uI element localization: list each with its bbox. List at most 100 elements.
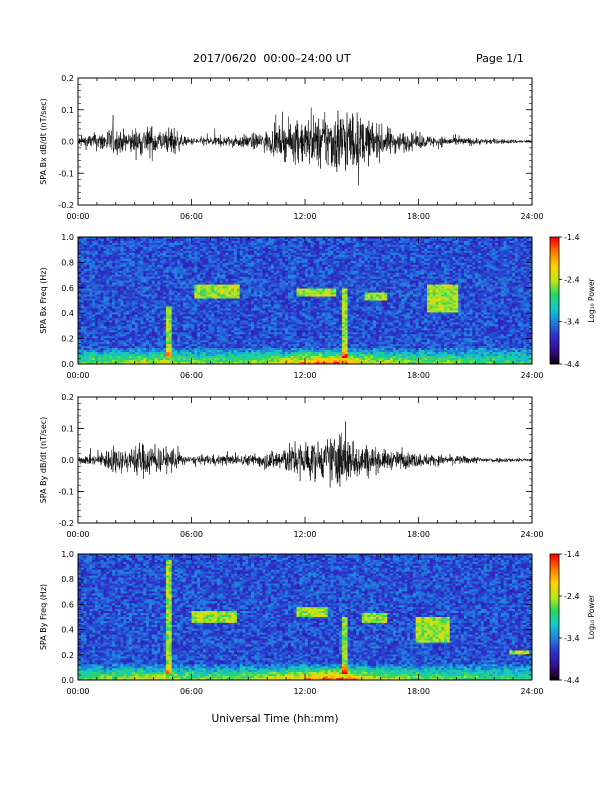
spectrogram-cell — [117, 284, 121, 287]
spectrogram-cell — [395, 262, 399, 266]
spectrogram-cell — [336, 282, 340, 285]
spectrogram-cell — [188, 237, 192, 240]
spectrogram-cell — [327, 286, 331, 289]
spectrogram-cell — [270, 290, 275, 293]
spectrogram-cell — [344, 266, 348, 270]
spectrogram-cell — [163, 240, 167, 244]
spectrogram-cell — [418, 276, 422, 279]
spectrogram-cell — [469, 280, 473, 283]
spectrogram-cell — [435, 256, 439, 260]
spectrogram-cell — [160, 260, 164, 264]
spectrogram-cell — [446, 242, 451, 246]
spectrogram-cell — [120, 242, 124, 246]
spectrogram-cell — [182, 240, 187, 244]
spectrogram-cell — [438, 270, 442, 274]
spectrogram-cell — [305, 238, 309, 242]
spectrogram-cell — [256, 258, 260, 262]
spectrogram-cell — [117, 244, 121, 248]
spectrogram-cell — [333, 266, 337, 270]
spectrogram-cell — [268, 264, 272, 268]
spectrogram-cell — [373, 276, 377, 279]
spectrogram-cell — [123, 252, 127, 256]
spectrogram-cell — [492, 252, 496, 256]
spectrogram-cell — [390, 286, 394, 289]
spectrogram-cell — [273, 296, 277, 299]
spectrogram-cell — [205, 286, 209, 289]
spectrogram-cell — [148, 248, 153, 252]
spectrogram-cell — [185, 276, 189, 279]
spectrogram-cell — [97, 276, 101, 279]
spectrogram-cell — [478, 237, 482, 240]
spectrogram-cell — [469, 274, 473, 277]
spectrogram-cell — [483, 264, 487, 268]
spectrogram-cell — [208, 254, 212, 258]
spectrogram-cell — [427, 240, 431, 244]
spectrogram-cell — [523, 290, 527, 293]
spectrogram-cell — [407, 238, 411, 242]
spectrogram-cell — [256, 284, 260, 287]
spectrogram-cell — [358, 238, 363, 242]
spectrogram-cell — [163, 266, 167, 270]
spectrogram-cell — [503, 292, 507, 295]
spectrogram-cell — [395, 237, 399, 240]
spectrogram-cell — [279, 288, 283, 291]
spectrogram-cell — [89, 242, 93, 246]
spectrogram-cell — [324, 292, 328, 295]
spectrogram-cell — [449, 238, 453, 242]
spectrogram-cell — [273, 248, 277, 252]
spectrogram-cell — [222, 252, 226, 256]
spectrogram-cell — [205, 294, 209, 297]
spectrogram-cell — [146, 296, 150, 299]
spectrogram-cell — [225, 248, 229, 252]
spectrogram-cell — [347, 272, 351, 275]
spectrogram-cell — [287, 248, 292, 252]
spectrogram-cell — [279, 292, 283, 295]
spectrogram-cell — [392, 266, 397, 270]
spectrogram-cell — [148, 278, 153, 281]
spectrogram-cell — [265, 286, 269, 289]
spectrogram-cell — [163, 237, 167, 240]
spectrogram-cell — [512, 237, 516, 240]
spectrogram-cell — [367, 290, 371, 293]
spectrogram-cell — [293, 244, 297, 248]
spectrogram-cell — [401, 246, 405, 250]
spectrogram-cell — [120, 276, 124, 279]
spectrogram-cell — [137, 290, 141, 293]
spectrogram-cell — [129, 278, 133, 281]
spectrogram-cell — [114, 260, 119, 264]
spectrogram-cell — [194, 274, 198, 277]
spectrogram-cell — [262, 238, 266, 242]
spectrogram-cell — [452, 278, 456, 281]
spectrogram-cell — [282, 266, 286, 270]
spectrogram-cell — [480, 262, 485, 266]
spectrogram-cell — [432, 242, 436, 246]
spectrogram-cell — [438, 254, 442, 258]
spectrogram-cell — [148, 238, 153, 242]
spectrogram-cell — [83, 272, 87, 275]
spectrogram-cell — [197, 254, 201, 258]
spectrogram-cell — [418, 246, 422, 250]
spectrogram-cell — [154, 260, 158, 264]
spectrogram-cell — [356, 252, 360, 256]
spectrogram-cell — [95, 262, 99, 266]
spectrogram-cell — [154, 237, 158, 240]
spectrogram-cell — [208, 274, 212, 277]
spectrogram-cell — [415, 288, 419, 291]
spectrogram-cell — [188, 286, 192, 289]
spectrogram-cell — [165, 238, 170, 242]
spectrogram-cell — [404, 254, 408, 258]
spectrogram-cell — [415, 240, 419, 244]
spectrogram-cell — [350, 246, 354, 250]
spectrogram-cell — [231, 288, 235, 291]
spectrogram-cell — [100, 270, 104, 274]
spectrogram-cell — [236, 296, 241, 299]
spectrogram-cell — [251, 264, 255, 268]
spectrogram-cell — [202, 258, 206, 262]
spectrogram-cell — [251, 286, 255, 289]
spectrogram-cell — [205, 268, 209, 272]
spectrogram-cell — [390, 262, 394, 266]
spectrogram-cell — [429, 282, 433, 285]
spectrogram-cell — [154, 250, 158, 254]
spectrogram-cell — [469, 272, 473, 275]
spectrogram-cell — [228, 258, 232, 262]
